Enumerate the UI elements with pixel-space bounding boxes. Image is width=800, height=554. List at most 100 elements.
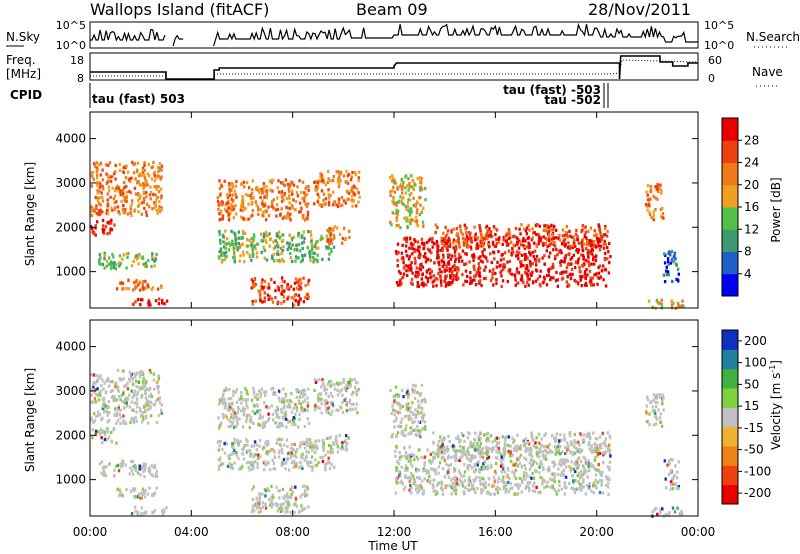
heatmap-cell — [488, 230, 492, 234]
heatmap-cell — [250, 258, 253, 262]
heatmap-cell — [469, 487, 473, 491]
heatmap-cell — [506, 443, 509, 447]
heatmap-cell — [397, 251, 400, 255]
heatmap-cell — [527, 241, 530, 245]
heatmap-cell — [476, 236, 480, 240]
heatmap-cell — [230, 463, 233, 467]
heatmap-cell — [677, 487, 680, 491]
heatmap-cell — [578, 450, 581, 454]
heatmap-cell — [578, 456, 581, 460]
heatmap-cell — [480, 234, 483, 238]
heatmap-cell — [279, 506, 283, 510]
heatmap-cell — [522, 439, 525, 443]
heatmap-cell — [305, 216, 309, 220]
heatmap-cell — [280, 258, 284, 262]
heatmap-cell — [442, 253, 445, 257]
heatmap-cell — [329, 451, 332, 455]
heatmap-cell — [101, 218, 105, 222]
heatmap-cell — [222, 245, 226, 249]
heatmap-cell — [316, 181, 320, 185]
heatmap-cell — [445, 484, 449, 488]
heatmap-cell — [234, 238, 237, 242]
heatmap-cell — [590, 244, 593, 248]
heatmap-cell — [417, 270, 420, 275]
station-title: Wallops Island (fitACF) — [90, 0, 269, 19]
heatmap-cell — [230, 203, 233, 207]
heatmap-cell — [225, 255, 228, 259]
heatmap-cell — [216, 440, 220, 444]
heatmap-cell — [286, 445, 289, 449]
heatmap-cell — [137, 262, 140, 266]
heatmap-cell — [266, 452, 269, 456]
heatmap-cell — [267, 282, 270, 286]
heatmap-cell — [569, 273, 573, 277]
heatmap-cell — [546, 273, 549, 278]
heatmap-cell — [576, 238, 579, 242]
heatmap-cell — [322, 203, 325, 207]
heatmap-cell — [477, 435, 480, 439]
heatmap-cell — [649, 190, 653, 194]
heatmap-cell — [660, 302, 663, 306]
heatmap-cell — [222, 416, 225, 420]
heatmap-cell — [229, 420, 232, 424]
heatmap-cell — [391, 404, 394, 408]
heatmap-cell — [543, 224, 546, 228]
heatmap-cell — [283, 400, 286, 404]
heatmap-cell — [514, 476, 518, 481]
heatmap-cell — [320, 189, 324, 193]
heatmap-cell — [224, 229, 227, 233]
heatmap-cell — [253, 392, 256, 396]
heatmap-cell — [418, 476, 421, 480]
heatmap-cell — [589, 282, 593, 286]
heatmap-cell — [539, 447, 542, 451]
heatmap-cell — [466, 447, 469, 451]
heatmap-cell — [317, 393, 320, 397]
heatmap-cell — [228, 402, 231, 406]
heatmap-cell — [255, 448, 259, 452]
heatmap-cell — [496, 485, 499, 489]
heatmap-cell — [592, 257, 595, 262]
heatmap-cell — [453, 480, 457, 485]
heatmap-cell — [500, 455, 503, 459]
heatmap-cell — [106, 437, 109, 441]
heatmap-cell — [283, 215, 286, 219]
heatmap-cell — [248, 413, 251, 417]
heatmap-cell — [432, 457, 435, 461]
heatmap-cell — [240, 395, 243, 399]
heatmap-cell — [105, 208, 109, 212]
heatmap-cell — [303, 507, 307, 511]
heatmap-cell — [235, 424, 238, 428]
heatmap-cell — [146, 202, 149, 206]
heatmap-cell — [565, 233, 568, 237]
heatmap-cell — [528, 277, 531, 281]
heatmap-cell — [267, 284, 271, 288]
heatmap-cell — [292, 465, 296, 469]
heatmap-cell — [597, 224, 601, 228]
heatmap-cell — [443, 475, 447, 479]
heatmap-cell — [303, 389, 306, 393]
heatmap-cell — [652, 393, 655, 397]
heatmap-cell — [419, 429, 423, 433]
heatmap-cell — [561, 458, 564, 462]
heatmap-cell — [446, 248, 449, 252]
heatmap-cell — [435, 239, 439, 244]
heatmap-cell — [651, 510, 654, 514]
heatmap-cell — [663, 252, 666, 256]
heatmap-cell — [153, 491, 157, 495]
heatmap-cell — [221, 214, 225, 218]
heatmap-cell — [515, 236, 518, 240]
heatmap-cell — [416, 284, 419, 288]
heatmap-cell — [163, 302, 166, 306]
heatmap-cell — [132, 489, 135, 493]
heatmap-cell — [437, 256, 440, 260]
heatmap-cell — [161, 298, 164, 303]
heatmap-cell — [101, 195, 104, 199]
heatmap-cell — [275, 485, 278, 489]
heatmap-cell — [504, 438, 507, 442]
heatmap-cell — [111, 208, 114, 212]
heatmap-cell — [340, 388, 343, 392]
heatmap-cell — [142, 378, 145, 382]
heatmap-cell — [546, 451, 549, 455]
heatmap-cell — [152, 378, 156, 382]
heatmap-cell — [533, 249, 537, 253]
